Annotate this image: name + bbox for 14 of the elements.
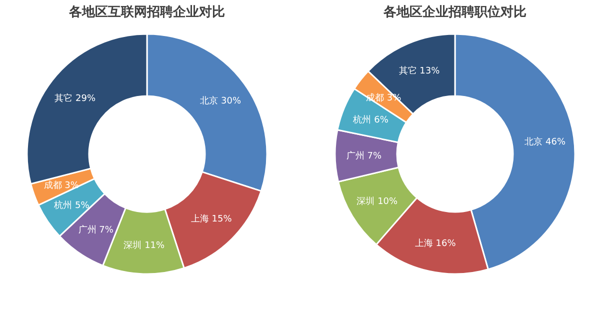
slice-label: 北京 46% — [524, 136, 566, 148]
slice-label: 其它 13% — [398, 65, 440, 76]
slice-label: 北京 30% — [200, 96, 242, 107]
chart-title: 各地区企业招聘职位对比 — [382, 5, 526, 20]
slice-label: 杭州 6% — [352, 114, 389, 126]
slice-label: 上海 15% — [190, 213, 232, 224]
slice-label: 深圳 11% — [124, 240, 166, 251]
slice-label: 深圳 10% — [356, 196, 398, 208]
slice-label: 广州 7% — [78, 224, 114, 236]
chart-title: 各地区互联网招聘企业对比 — [68, 5, 225, 20]
slice-label: 杭州 5% — [53, 200, 90, 212]
slice-label: 其它 29% — [54, 93, 96, 104]
slice-label: 广州 7% — [346, 150, 382, 162]
slice-label: 上海 16% — [414, 238, 456, 249]
